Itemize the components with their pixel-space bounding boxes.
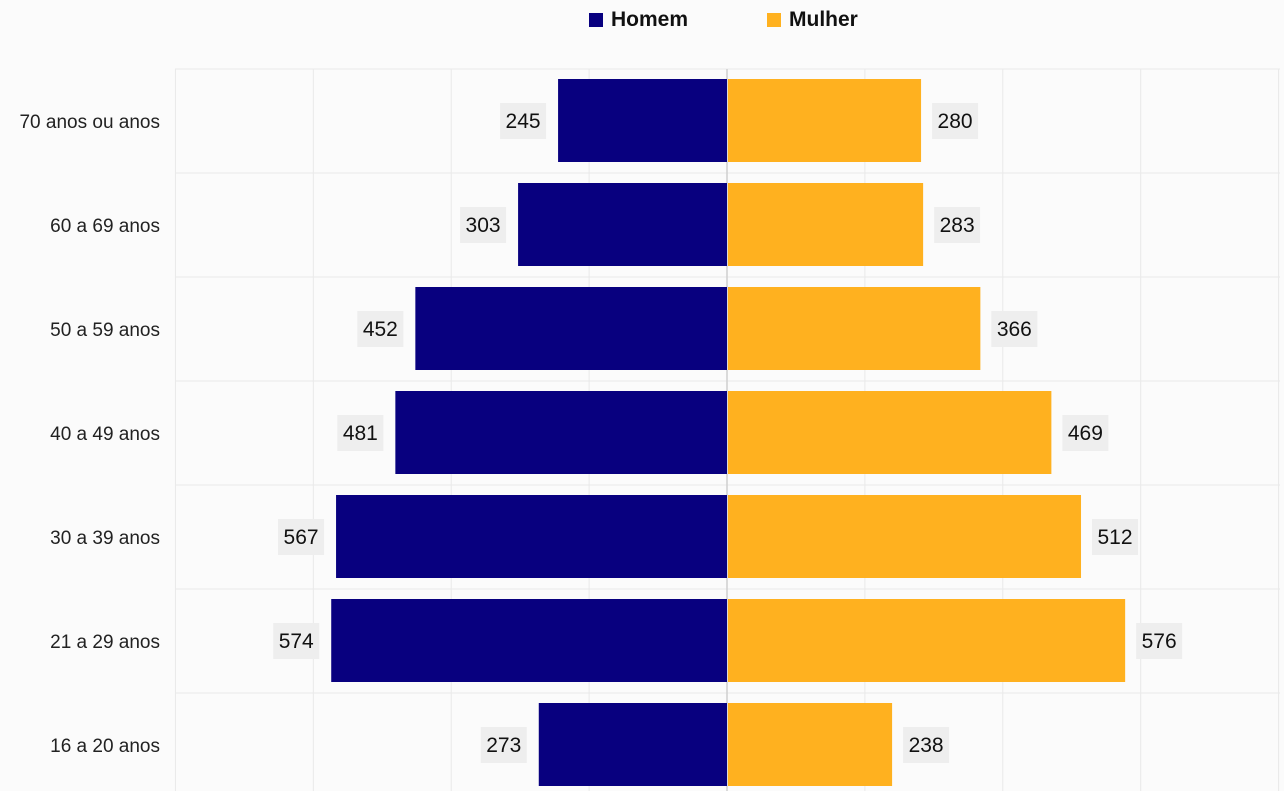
data-label-bg-mulher <box>903 727 950 763</box>
category-label: 21 a 29 anos <box>50 632 160 653</box>
category-label: 70 anos ou anos <box>19 112 160 133</box>
bar-mulher <box>728 703 893 786</box>
data-label-bg-mulher <box>1136 623 1183 659</box>
legend-item-mulher[interactable]: Mulher <box>767 8 858 32</box>
data-label-bg-homem <box>273 623 320 659</box>
data-label-bg-mulher <box>1092 519 1139 555</box>
data-label-bg-homem <box>500 103 547 139</box>
bar-mulher <box>728 287 981 370</box>
bar-homem <box>558 79 727 162</box>
bar-homem <box>518 183 727 266</box>
data-label-homem: 273 <box>486 734 521 757</box>
legend-swatch-mulher <box>767 13 781 27</box>
data-label-bg-homem <box>460 207 507 243</box>
data-label-bg-mulher <box>934 207 981 243</box>
legend-item-homem[interactable]: Homem <box>589 8 688 32</box>
data-label-bg-homem <box>278 519 325 555</box>
category-label: 16 a 20 anos <box>50 736 160 757</box>
data-label-mulher: 512 <box>1098 526 1133 549</box>
data-label-bg-mulher <box>1062 415 1109 451</box>
legend-label-homem: Homem <box>611 8 689 31</box>
data-label-mulher: 576 <box>1142 630 1177 653</box>
category-label: 30 a 39 anos <box>50 528 160 549</box>
data-label-bg-homem <box>357 311 404 347</box>
bar-mulher <box>728 391 1052 474</box>
data-label-homem: 574 <box>279 630 314 653</box>
data-label-mulher: 469 <box>1068 422 1103 445</box>
data-label-homem: 303 <box>466 214 501 237</box>
bar-mulher <box>728 599 1126 682</box>
bar-homem <box>336 495 727 578</box>
bar-homem <box>395 391 727 474</box>
data-label-bg-homem <box>337 415 384 451</box>
data-label-mulher: 280 <box>938 110 973 133</box>
category-label: 40 a 49 anos <box>50 424 160 445</box>
bar-mulher <box>728 79 922 162</box>
bar-mulher <box>728 495 1082 578</box>
data-label-bg-homem <box>480 727 527 763</box>
data-label-bg-mulher <box>991 311 1038 347</box>
legend: Homem Mulher <box>0 8 1284 36</box>
category-label: 50 a 59 anos <box>50 320 160 341</box>
data-label-homem: 567 <box>284 526 319 549</box>
data-label-homem: 452 <box>363 318 398 341</box>
legend-swatch-homem <box>589 13 603 27</box>
category-label: 60 a 69 anos <box>50 216 160 237</box>
bar-homem <box>538 703 727 786</box>
bar-mulher <box>728 183 924 266</box>
data-label-mulher: 238 <box>909 734 944 757</box>
data-label-mulher: 366 <box>997 318 1032 341</box>
data-label-homem: 245 <box>506 110 541 133</box>
bar-homem <box>415 287 727 370</box>
data-label-homem: 481 <box>343 422 378 445</box>
bar-homem <box>331 599 727 682</box>
data-label-bg-mulher <box>932 103 979 139</box>
legend-label-mulher: Mulher <box>789 8 858 31</box>
data-label-mulher: 283 <box>940 214 975 237</box>
